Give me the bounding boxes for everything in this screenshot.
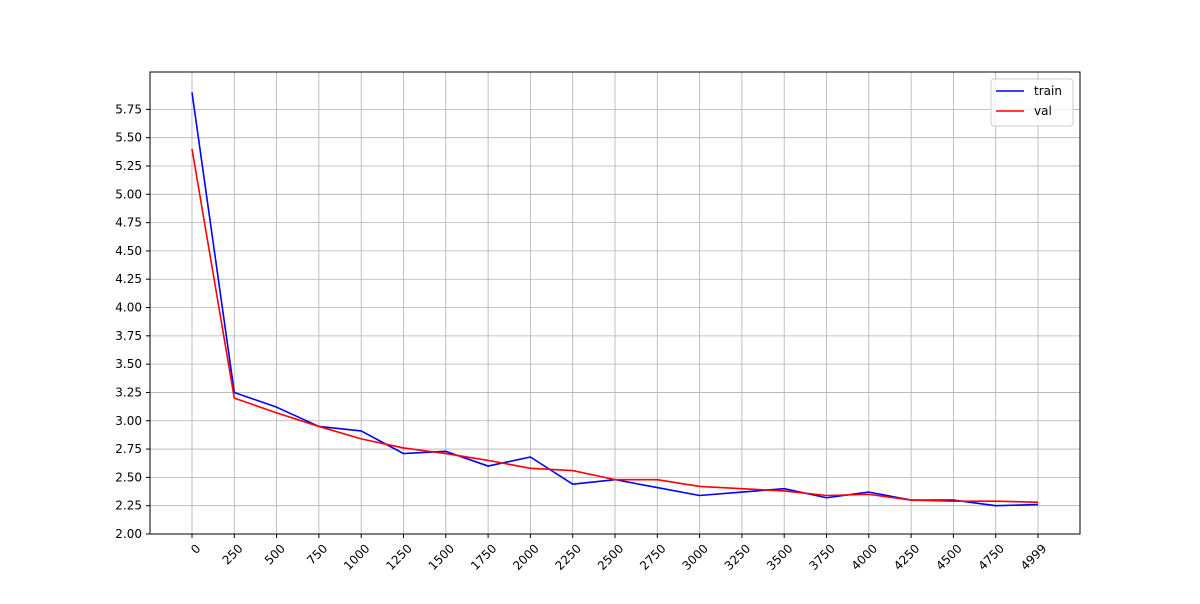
y-tick-label: 4.00 xyxy=(115,301,142,315)
y-tick-label: 2.75 xyxy=(115,442,142,456)
y-tick-label: 5.25 xyxy=(115,159,142,173)
y-tick-label: 5.00 xyxy=(115,187,142,201)
y-tick-label: 5.50 xyxy=(115,131,142,145)
series-lines xyxy=(191,92,1039,507)
y-tick-label: 2.00 xyxy=(115,527,142,541)
y-tick-label: 3.00 xyxy=(115,414,142,428)
y-tick-label: 4.25 xyxy=(115,272,142,286)
y-tick-label: 4.75 xyxy=(115,216,142,230)
legend-label-val: val xyxy=(1034,104,1052,118)
legend: train val xyxy=(990,78,1074,127)
y-tick-label: 5.75 xyxy=(115,102,142,116)
legend-label-train: train xyxy=(1034,84,1062,98)
y-tick-label: 3.25 xyxy=(115,385,142,399)
y-axis: 2.00 2.25 2.50 2.75 3.00 3.25 3.50 3.75 4.00 4.25… xyxy=(115,102,150,541)
y-tick-label: 2.25 xyxy=(115,499,142,513)
y-tick-label: 3.50 xyxy=(115,357,142,371)
series-line-val xyxy=(191,148,1039,504)
y-tick-label: 2.50 xyxy=(115,470,142,484)
y-tick-label: 3.75 xyxy=(115,329,142,343)
y-tick-label: 4.50 xyxy=(115,244,142,258)
grid-lines xyxy=(150,72,1080,535)
